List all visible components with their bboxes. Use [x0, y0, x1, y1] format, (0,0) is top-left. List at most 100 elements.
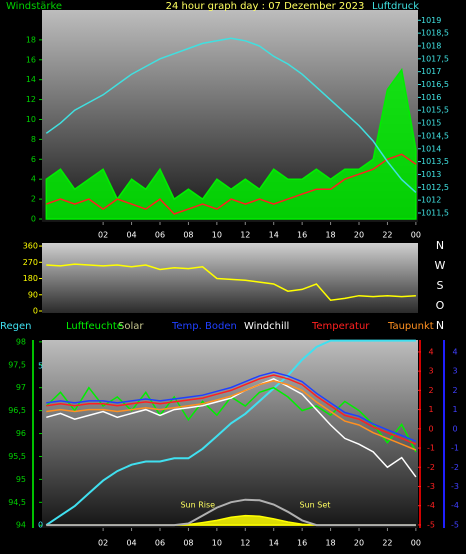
y2-tick-label: 1013,5	[421, 157, 449, 166]
legend-entry: Taupunkt	[387, 321, 434, 332]
y-tick-label: 4	[31, 175, 36, 184]
y-tick-label: 94	[16, 521, 26, 530]
y2-tick-label: 2	[428, 386, 433, 395]
x-tick-label: 20	[354, 231, 364, 240]
direction-label: O	[436, 299, 445, 312]
y2-tick-label: 1018,5	[421, 29, 449, 38]
y2-tick-label: 1015	[421, 119, 441, 128]
annotation: Sun Rise	[180, 501, 215, 510]
x-tick-label: 04	[126, 231, 136, 240]
x-tick-label: 16	[297, 539, 307, 548]
y-tick-label: 8	[31, 135, 36, 144]
y-tick-label: 0	[31, 215, 36, 224]
x-tick-label: 22	[382, 539, 392, 548]
y2-tick-label: 0	[428, 424, 433, 433]
y-tick-label: 97	[16, 383, 26, 392]
y2-tick-label: 4	[428, 347, 433, 356]
y-tick-label: 94,5	[8, 498, 26, 507]
x-tick-label: 18	[325, 539, 335, 548]
y-tick-label: 98	[16, 337, 26, 346]
y-tick-label: 14	[26, 75, 36, 84]
x-tick-label: 08	[183, 539, 193, 548]
y2-tick-label: -1	[427, 444, 435, 453]
series-line	[46, 498, 416, 527]
y2b-tick-label: 0	[452, 424, 457, 433]
y2b-tick-label: 1	[452, 405, 457, 414]
x-tick-label: 06	[155, 539, 165, 548]
x-tick-label: 04	[126, 539, 136, 548]
x-tick-label: 08	[183, 231, 193, 240]
pressure-label: Luftdruck	[372, 1, 419, 12]
y2-tick-label: -2	[427, 463, 435, 472]
y-tick-label: 96,5	[8, 406, 26, 415]
x-tick-label: 22	[382, 231, 392, 240]
direction-label: N	[436, 319, 444, 332]
y-tick-label: 97,5	[8, 360, 26, 369]
y-tick-label: 2	[31, 195, 36, 204]
series-line	[45, 37, 417, 193]
series-line	[46, 263, 416, 301]
x-tick-label: 00	[411, 539, 421, 548]
series-line	[45, 386, 417, 453]
legend-entry: Luftfeuchte	[66, 321, 123, 332]
y2-tick-label: 1014	[421, 144, 441, 153]
series-line	[45, 339, 416, 526]
y2-tick-label: 1012	[421, 196, 441, 205]
series-line	[46, 153, 417, 215]
x-tick-label: 16	[297, 231, 307, 240]
x-tick-label: 18	[325, 231, 335, 240]
y2-tick-label: -3	[427, 482, 435, 491]
y2-tick-label: 1017,5	[421, 54, 449, 63]
y2-tick-label: 1014,5	[421, 131, 449, 140]
x-tick-label: 10	[212, 539, 222, 548]
y-tick-label: 10	[26, 115, 36, 124]
y2b-tick-label: -3	[451, 482, 459, 491]
y-tick-label: 18	[26, 35, 36, 44]
y3-tick-label: 0	[38, 521, 43, 530]
y2-tick-label: 1018	[421, 41, 441, 50]
legend-entry: Temp. Boden	[171, 321, 237, 332]
x-tick-label: 12	[240, 231, 250, 240]
y-tick-label: 180	[23, 274, 38, 283]
x-tick-label: 12	[240, 539, 250, 548]
legend-entry: Regen	[0, 321, 32, 332]
y2b-tick-label: -1	[451, 444, 459, 453]
y-tick-label: 96	[16, 429, 26, 438]
y-tick-label: 12	[26, 95, 36, 104]
x-tick-label: 14	[269, 231, 279, 240]
y2-tick-label: -5	[427, 520, 435, 529]
series-line	[46, 374, 417, 445]
y-tick-label: 95,5	[8, 452, 26, 461]
x-tick-label: 20	[354, 539, 364, 548]
y3-tick-label: 5	[38, 362, 43, 371]
chart-title: 24 hour graph day : 07 Dezember 2023	[166, 1, 365, 12]
direction-panel	[42, 243, 418, 313]
y-tick-label: 6	[31, 155, 36, 164]
series-area	[45, 67, 417, 220]
y-tick-label: 0	[33, 307, 38, 316]
legend-entry: Solar	[118, 321, 144, 332]
direction-label: N	[436, 239, 444, 252]
y2-tick-label: 1012,5	[421, 183, 449, 192]
direction-label: W	[435, 259, 446, 272]
series-line	[46, 371, 417, 442]
annotation: Sun Set	[299, 501, 330, 510]
y2-tick-label: 1015,5	[421, 106, 449, 115]
y2b-tick-label: -2	[451, 463, 459, 472]
series-line	[46, 380, 417, 451]
y-tick-label: 360	[23, 242, 38, 251]
legend-entry: Windchill	[244, 321, 289, 332]
y2b-tick-label: -5	[451, 520, 459, 529]
y2-tick-label: 1013	[421, 170, 441, 179]
y2b-tick-label: 4	[452, 347, 457, 356]
y2-tick-label: 1017	[421, 67, 441, 76]
legend-entry: Temperatur	[311, 321, 370, 332]
series-line	[46, 377, 417, 478]
y2b-tick-label: 2	[452, 386, 457, 395]
x-tick-label: 14	[269, 539, 279, 548]
x-tick-label: 10	[212, 231, 222, 240]
y2-tick-label: 1011,5	[421, 209, 449, 218]
direction-label: S	[437, 279, 444, 292]
y-tick-label: 16	[26, 55, 36, 64]
